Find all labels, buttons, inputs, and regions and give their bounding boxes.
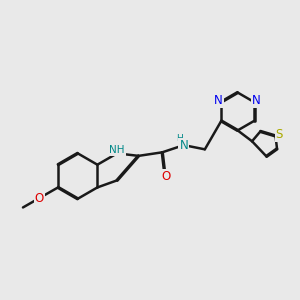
Text: N: N [179,139,188,152]
Text: N: N [214,94,223,107]
Text: H: H [176,134,183,142]
Text: O: O [35,192,44,205]
Text: O: O [161,170,171,183]
Text: NH: NH [109,145,125,155]
Text: S: S [276,128,283,141]
Text: N: N [252,94,261,107]
